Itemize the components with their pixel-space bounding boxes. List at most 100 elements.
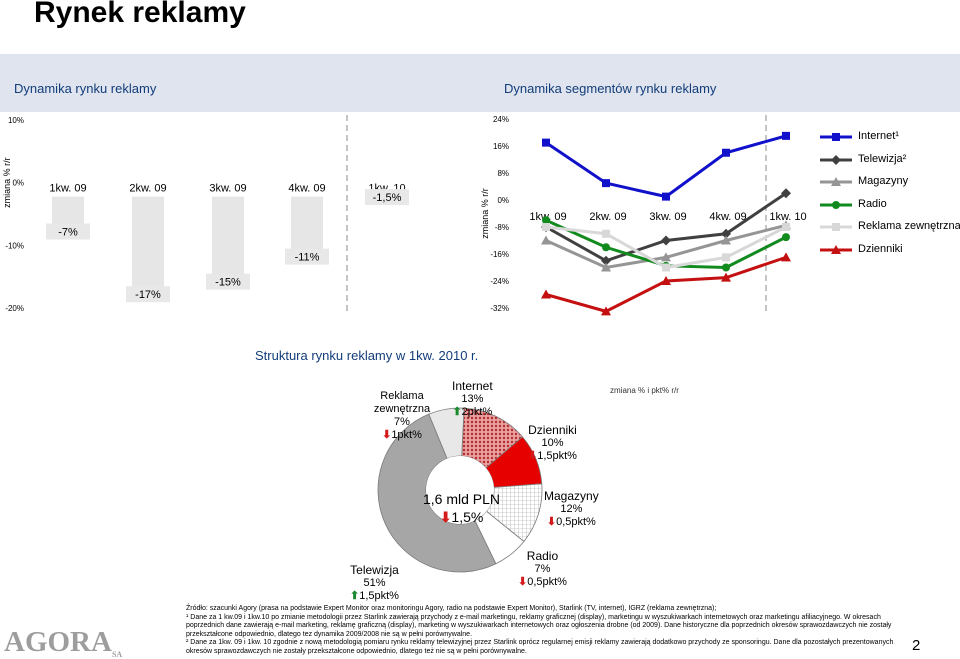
legend-swatch bbox=[820, 133, 852, 141]
pie-chart-title: Struktura rynku reklamy w 1kw. 2010 r. bbox=[255, 348, 479, 363]
legend-label: Radio bbox=[858, 197, 887, 210]
data-point bbox=[542, 216, 550, 225]
data-point bbox=[661, 235, 671, 246]
data-point bbox=[601, 255, 611, 266]
bar bbox=[291, 196, 323, 252]
data-label-bg bbox=[365, 189, 409, 206]
data-point bbox=[832, 223, 840, 231]
y-tick-label: 10% bbox=[8, 116, 24, 125]
left-chart-title: Dynamika rynku reklamy bbox=[14, 81, 157, 96]
data-point bbox=[721, 235, 731, 245]
data-point bbox=[721, 272, 731, 282]
y-tick-label: -32% bbox=[490, 304, 509, 313]
market-dynamics-bar-chart: zmiana % r/r 10% 0% -10% -20% 1kw. 09 -7% 2kw. … bbox=[2, 115, 409, 315]
data-point bbox=[781, 252, 791, 262]
data-point bbox=[601, 262, 611, 272]
legend-swatch bbox=[820, 223, 852, 231]
data-point bbox=[722, 253, 730, 262]
legend-item: Magazyny bbox=[818, 173, 960, 196]
pie-center-label: 1,6 mld PLN ⬇1,5% bbox=[423, 490, 500, 526]
data-label-bg bbox=[126, 286, 170, 303]
footnotes: Źródło: szacunki Agory (prasa na podstaw… bbox=[186, 605, 906, 657]
legend-item: Internet¹ bbox=[818, 128, 960, 151]
data-point bbox=[831, 154, 841, 165]
legend-item: Radio bbox=[818, 196, 960, 219]
data-point bbox=[721, 228, 731, 239]
segment-dynamics-line-chart: zmiana % r/r 24% 16% 8% 0% -8% -16% -24% -32% 1kw… bbox=[480, 115, 807, 316]
pie-note: zmiana % i pkt% r/r bbox=[610, 386, 679, 395]
x-tick-label: 3kw. 09 bbox=[649, 211, 686, 223]
y-tick-label: -20% bbox=[5, 304, 24, 313]
data-point bbox=[832, 133, 840, 141]
right-chart-title: Dynamika segmentów rynku reklamy bbox=[504, 81, 717, 96]
x-tick-label: 4kw. 09 bbox=[709, 211, 746, 223]
pie-label-magazyny: Magazyny 12% ⬇0,5pkt% bbox=[544, 489, 599, 529]
x-tick-label: 1kw. 10 bbox=[769, 211, 806, 223]
bar bbox=[132, 196, 164, 290]
legend-swatch bbox=[820, 177, 852, 186]
y-tick-label: 0% bbox=[497, 196, 509, 205]
y-tick-label: 24% bbox=[493, 115, 509, 124]
legend-swatch bbox=[820, 154, 852, 165]
line-chart-legend: Internet¹ Telewizja² Magazyny Radio Reklama … bbox=[818, 128, 960, 263]
pie-label-dzienniki: Dzienniki 10% ⬇1,5pkt% bbox=[528, 423, 577, 463]
data-label: -1,5% bbox=[373, 192, 402, 204]
data-point bbox=[782, 131, 790, 140]
page-title: Rynek reklamy bbox=[34, 0, 246, 29]
data-label: -15% bbox=[215, 277, 241, 289]
data-point bbox=[782, 233, 790, 242]
legend-label: Internet¹ bbox=[858, 130, 899, 142]
data-label: -7% bbox=[58, 227, 78, 239]
bar bbox=[212, 196, 244, 277]
data-label-bg bbox=[206, 273, 250, 290]
page-number: 2 bbox=[912, 637, 921, 654]
legend-item: Dzienniki bbox=[818, 241, 960, 264]
y-axis-label: zmiana % r/r bbox=[2, 157, 12, 208]
pie-label-reklama-zewnetrzna: Reklama zewnętrzna 7% ⬇1pkt% bbox=[373, 390, 431, 441]
y-tick-label: -16% bbox=[490, 250, 509, 259]
down-arrow-icon: ⬇ bbox=[382, 429, 392, 441]
data-label-bg bbox=[46, 223, 90, 240]
series-line bbox=[545, 192, 787, 263]
market-structure-donut-chart bbox=[377, 407, 543, 573]
y-tick-label: -24% bbox=[490, 277, 509, 286]
data-label: -17% bbox=[135, 289, 161, 301]
data-point bbox=[542, 138, 550, 147]
agora-logo: AGORASA bbox=[4, 626, 123, 659]
series-line bbox=[545, 134, 787, 199]
x-tick-label: 4kw. 09 bbox=[288, 183, 325, 195]
legend-label: Telewizja² bbox=[858, 152, 907, 165]
pie-center-change: ⬇1,5% bbox=[439, 509, 484, 525]
data-point bbox=[661, 276, 671, 285]
down-arrow-icon: ⬇ bbox=[439, 509, 452, 525]
x-tick-label: 2kw. 09 bbox=[129, 183, 166, 195]
pie-center-value: 1,6 mld PLN bbox=[423, 491, 501, 507]
down-arrow-icon: ⬇ bbox=[546, 516, 557, 528]
up-arrow-icon: ⬆ bbox=[350, 590, 360, 602]
data-point bbox=[601, 306, 611, 316]
y-tick-label: -8% bbox=[495, 223, 509, 232]
data-point bbox=[661, 252, 671, 262]
legend-item: Telewizja² bbox=[818, 151, 960, 174]
legend-swatch bbox=[820, 200, 852, 209]
data-point bbox=[722, 148, 730, 157]
data-point bbox=[602, 243, 610, 252]
data-point bbox=[831, 177, 841, 186]
data-point bbox=[541, 235, 551, 245]
footnote-source: Źródło: szacunki Agory (prasa na podstaw… bbox=[186, 605, 717, 612]
legend-label: Dzienniki bbox=[858, 242, 903, 255]
x-tick-label: 1kw. 09 bbox=[49, 183, 86, 195]
x-tick-label: 2kw. 09 bbox=[589, 211, 626, 223]
bar bbox=[52, 196, 84, 227]
legend-label: Reklama zewnętrzna bbox=[858, 220, 960, 232]
y-tick-label: 16% bbox=[493, 142, 509, 151]
y-tick-label: -10% bbox=[5, 241, 24, 250]
pie-label-telewizja: Telewizja 51% ⬆1,5pkt% bbox=[350, 563, 399, 603]
legend-label: Magazyny bbox=[858, 175, 909, 187]
y-tick-label: 8% bbox=[497, 169, 509, 178]
data-point bbox=[781, 188, 791, 199]
data-point bbox=[602, 179, 610, 188]
pie-label-internet: Internet 13% ⬆2pkt% bbox=[452, 379, 493, 419]
down-arrow-icon: ⬇ bbox=[528, 450, 538, 462]
data-point bbox=[542, 223, 550, 231]
